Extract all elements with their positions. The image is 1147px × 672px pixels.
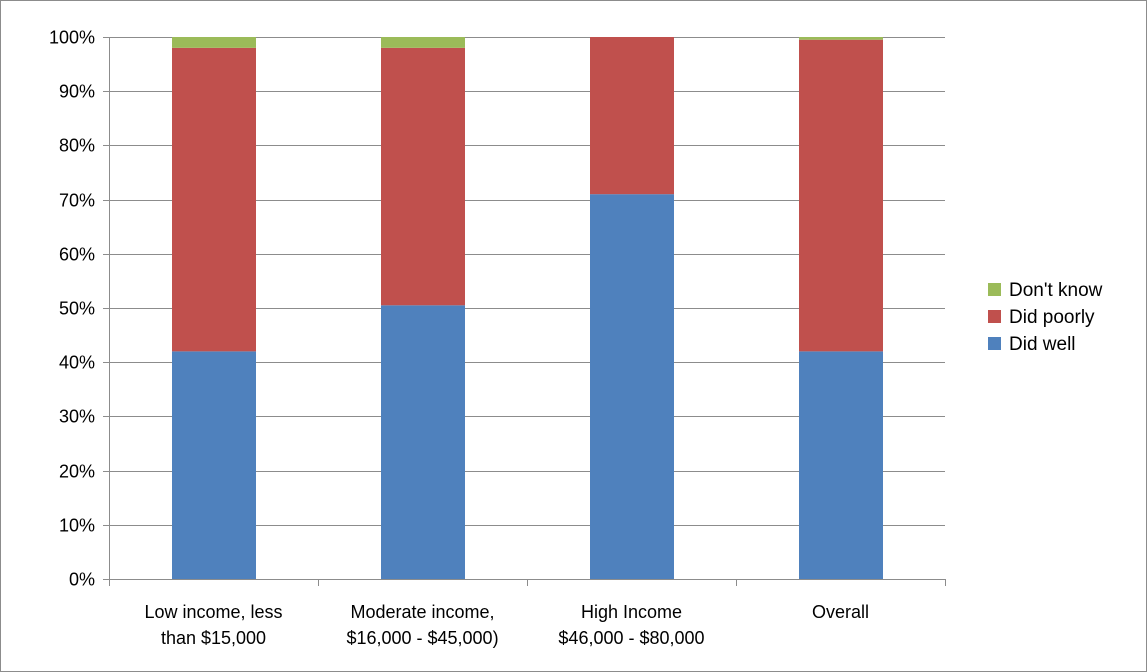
y-tick-label: 40%: [59, 353, 95, 373]
y-tick-label: 30%: [59, 407, 95, 427]
legend-swatch: [988, 283, 1001, 296]
x-category-label: High Income: [581, 602, 682, 622]
y-tick-label: 70%: [59, 191, 95, 211]
bar-did-well: [172, 351, 256, 579]
bar-don-t-know: [172, 37, 256, 48]
bar-did-well: [590, 194, 674, 579]
bars: [172, 37, 883, 579]
bar-did-poorly: [381, 47, 465, 306]
bar-don-t-know: [381, 37, 465, 48]
legend-label: Don't know: [1009, 280, 1103, 301]
x-category-label: Moderate income,: [350, 602, 494, 622]
x-category-label: than $15,000: [161, 628, 266, 648]
bar-did-poorly: [799, 39, 883, 352]
bar-did-well: [381, 305, 465, 579]
legend-swatch: [988, 310, 1001, 323]
y-tick-label: 90%: [59, 82, 95, 102]
x-category-labels: Low income, less than $15,000 Moderate inc…: [144, 602, 869, 648]
bar-don-t-know: [799, 37, 883, 40]
legend-label: Did poorly: [1009, 307, 1095, 328]
y-tick-label: 80%: [59, 136, 95, 156]
axes: [103, 37, 946, 586]
y-tick-label: 50%: [59, 299, 95, 319]
y-tick-label: 10%: [59, 516, 95, 536]
legend-label: Did well: [1009, 334, 1076, 355]
x-category-label: $16,000 - $45,000): [346, 628, 498, 648]
bar-did-well: [799, 351, 883, 579]
legend-swatch: [988, 337, 1001, 350]
y-tick-label: 100%: [49, 28, 95, 48]
x-category-label: Overall: [812, 602, 869, 622]
bar-did-poorly: [590, 37, 674, 195]
legend: Don't know Did poorly Did well: [988, 280, 1103, 355]
y-tick-labels: 0% 10% 20% 30% 40% 50% 60% 70% 80% 90% 100%: [49, 28, 95, 590]
x-category-label: Low income, less: [144, 602, 282, 622]
y-tick-label: 20%: [59, 462, 95, 482]
bar-did-poorly: [172, 47, 256, 352]
y-tick-label: 0%: [69, 570, 95, 590]
x-category-label: $46,000 - $80,000: [558, 628, 704, 648]
y-tick-label: 60%: [59, 245, 95, 265]
